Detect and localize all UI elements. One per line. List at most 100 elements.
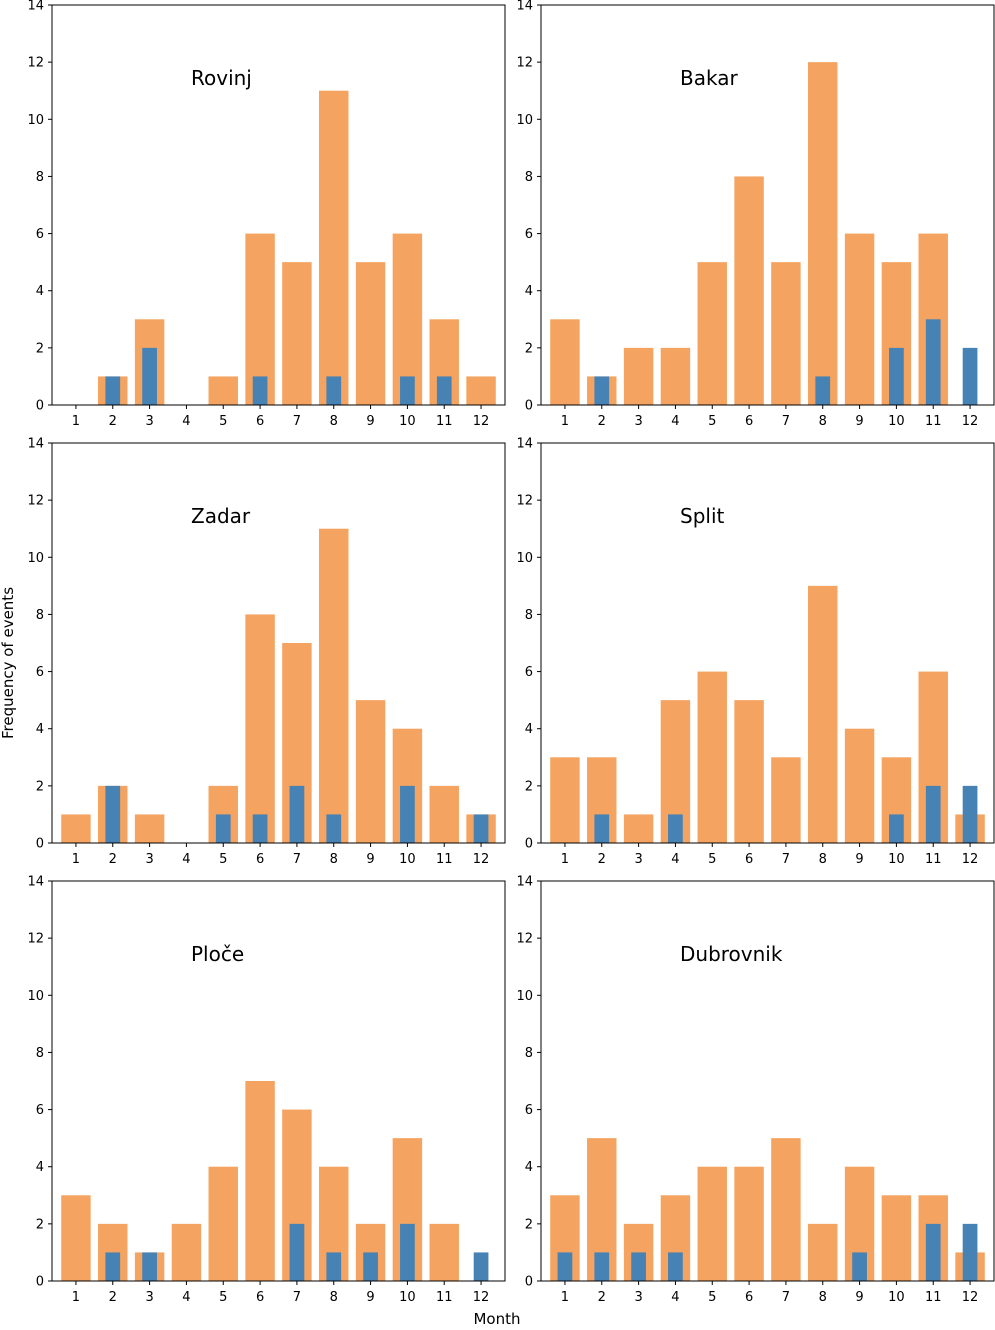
x-tick-label: 2 — [109, 414, 117, 429]
x-tick-label: 3 — [634, 1290, 642, 1305]
panel-title-dubrovnik: Dubrovnik — [680, 942, 783, 966]
bar-orange-zadar-6 — [245, 614, 275, 843]
x-tick-label: 5 — [708, 1290, 716, 1305]
x-tick-label: 12 — [962, 414, 979, 429]
x-tick-label: 10 — [399, 852, 416, 867]
axes-frame-zadar — [51, 442, 506, 844]
y-tick-label: 2 — [525, 341, 533, 356]
x-tick-label: 5 — [219, 1290, 227, 1305]
y-tick-label: 0 — [36, 399, 44, 414]
panel-title-ploce: Ploče — [191, 942, 244, 966]
y-tick-label: 8 — [525, 1046, 533, 1061]
x-tick-label: 2 — [598, 852, 606, 867]
x-tick-label: 11 — [436, 1290, 453, 1305]
y-tick-label: 8 — [525, 608, 533, 623]
x-tick-label: 8 — [819, 852, 827, 867]
y-tick-label: 8 — [36, 170, 44, 185]
bar-orange-bakar-7 — [771, 262, 801, 405]
x-tick-label: 3 — [634, 414, 642, 429]
bar-orange-bakar-6 — [734, 176, 764, 405]
bar-blue-split-10 — [889, 814, 904, 843]
x-tick-label: 2 — [598, 1290, 606, 1305]
x-tick-label: 4 — [182, 852, 190, 867]
bar-blue-rovinj-2 — [105, 376, 121, 405]
x-tick-label: 6 — [745, 414, 753, 429]
bar-orange-split-3 — [623, 814, 654, 843]
y-tick-label: 8 — [36, 608, 44, 623]
bar-orange-ploce-11 — [429, 1223, 459, 1281]
x-tick-label: 1 — [561, 852, 569, 867]
x-tick-label: 7 — [782, 1290, 790, 1305]
x-tick-label: 3 — [145, 1290, 153, 1305]
x-tick-label: 2 — [109, 1290, 117, 1305]
y-tick-label: 12 — [516, 494, 533, 509]
x-tick-label: 7 — [293, 414, 301, 429]
x-tick-label: 7 — [782, 414, 790, 429]
bar-orange-split-9 — [844, 728, 875, 843]
x-tick-label: 12 — [473, 1290, 490, 1305]
bar-orange-dubrovnik-8 — [808, 1223, 838, 1281]
y-tick-label: 14 — [516, 875, 533, 890]
x-tick-label: 3 — [145, 852, 153, 867]
x-tick-label: 8 — [330, 1290, 338, 1305]
bar-orange-rovinj-10 — [392, 233, 423, 405]
y-tick-label: 10 — [516, 989, 533, 1004]
x-tick-label: 1 — [72, 1290, 80, 1305]
bar-orange-split-5 — [697, 671, 727, 843]
bar-orange-rovinj-9 — [355, 262, 386, 405]
bar-orange-split-1 — [550, 757, 580, 843]
y-tick-label: 14 — [516, 437, 533, 452]
x-tick-label: 1 — [561, 1290, 569, 1305]
x-tick-label: 1 — [72, 852, 80, 867]
axes-frame-split — [540, 442, 995, 844]
x-tick-label: 3 — [145, 414, 153, 429]
x-tick-label: 4 — [671, 1290, 679, 1305]
y-tick-label: 12 — [27, 932, 44, 947]
bar-orange-bakar-9 — [844, 233, 875, 405]
bar-orange-ploce-5 — [208, 1166, 238, 1281]
bar-blue-ploce-8 — [326, 1252, 342, 1281]
bar-blue-bakar-8 — [815, 376, 831, 405]
bar-blue-rovinj-6 — [252, 376, 268, 405]
x-tick-label: 6 — [256, 1290, 264, 1305]
x-tick-label: 10 — [888, 1290, 905, 1305]
bar-orange-rovinj-5 — [208, 376, 238, 405]
panel-title-rovinj: Rovinj — [191, 66, 252, 90]
y-tick-label: 10 — [27, 989, 44, 1004]
bar-orange-split-7 — [771, 757, 801, 843]
y-tick-label: 4 — [36, 1160, 44, 1175]
x-tick-label: 7 — [293, 1290, 301, 1305]
bar-orange-rovinj-6 — [245, 233, 275, 405]
x-tick-label: 9 — [366, 1290, 374, 1305]
y-tick-label: 8 — [36, 1046, 44, 1061]
y-tick-label: 6 — [36, 1103, 44, 1118]
y-tick-label: 0 — [36, 1275, 44, 1290]
bar-orange-split-6 — [734, 700, 764, 843]
x-tick-label: 12 — [962, 852, 979, 867]
x-tick-label: 2 — [598, 414, 606, 429]
bar-blue-bakar-10 — [889, 347, 904, 405]
y-tick-label: 2 — [525, 1217, 533, 1232]
bar-orange-ploce-4 — [171, 1223, 202, 1281]
y-tick-label: 12 — [516, 56, 533, 71]
bar-orange-bakar-5 — [697, 262, 727, 405]
x-tick-label: 4 — [671, 852, 679, 867]
bar-blue-split-11 — [925, 785, 941, 843]
y-tick-label: 12 — [27, 494, 44, 509]
bar-blue-bakar-12 — [962, 347, 978, 405]
bar-blue-ploce-2 — [105, 1252, 121, 1281]
bar-orange-dubrovnik-6 — [734, 1166, 764, 1281]
bar-orange-ploce-1 — [61, 1195, 91, 1281]
y-tick-label: 4 — [36, 284, 44, 299]
bar-blue-dubrovnik-2 — [594, 1252, 610, 1281]
x-tick-label: 10 — [888, 414, 905, 429]
bar-orange-dubrovnik-10 — [881, 1195, 912, 1281]
bar-blue-dubrovnik-12 — [962, 1223, 978, 1281]
x-tick-label: 12 — [473, 852, 490, 867]
